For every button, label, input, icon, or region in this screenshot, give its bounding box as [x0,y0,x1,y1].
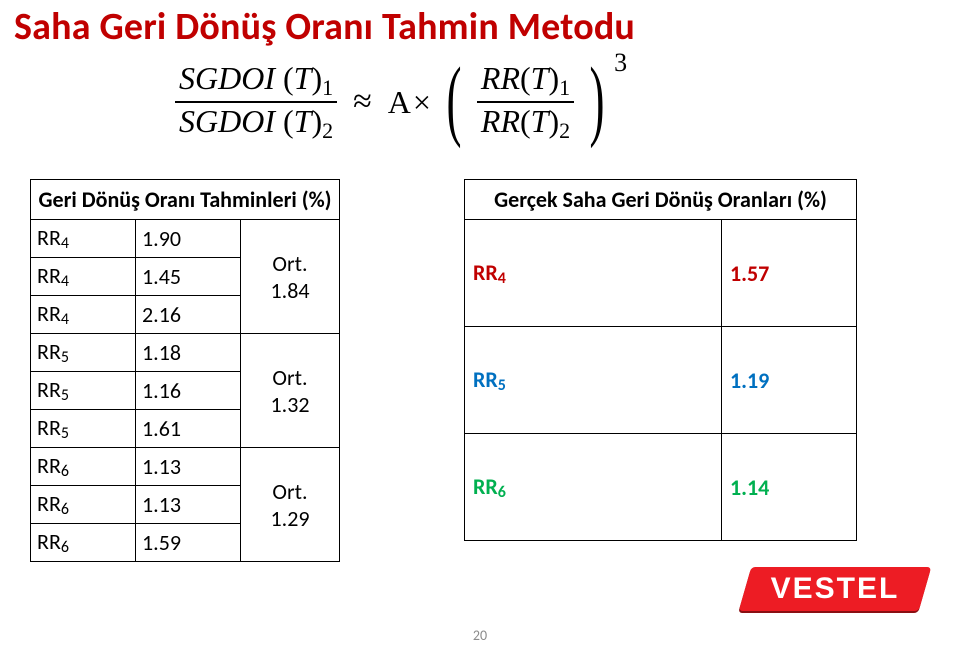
rr-name: RR4 [31,220,136,258]
rr-value: 1.18 [136,334,241,372]
rr-name: RR6 [31,524,136,562]
table-row: RR61.13Ort.1.29 [31,448,340,486]
rr-name: RR6 [31,486,136,524]
actual-name: RR5 [465,327,722,434]
rparen-icon: ) [590,60,605,140]
actual-name: RR4 [465,220,722,327]
sgdoi-den: SGDOI [179,103,275,139]
logo-text: VESTEL [771,572,900,606]
vestel-logo: VESTEL [745,562,925,616]
table-row: RR41.90Ort.1.84 [31,220,340,258]
A-sym: A [388,84,411,121]
table-row: RR51.18Ort.1.32 [31,334,340,372]
page-number: 20 [473,627,487,644]
rr-den: RR [481,103,520,139]
actual-value: 1.19 [722,327,857,434]
formula: SGDOI (T)1 SGDOI (T)2 ≈ A× ( RR(T)1 RR(T… [175,60,633,144]
lparen-icon: ( [446,60,461,140]
rr-value: 1.16 [136,372,241,410]
table-row: RR61.14 [465,434,857,541]
rr-value: 1.59 [136,524,241,562]
exponent: 3 [614,48,627,78]
right-header: Gerçek Saha Geri Dönüş Oranları (%) [465,180,857,220]
sgdoi-num: SGDOI [179,60,275,96]
rr-value: 1.13 [136,486,241,524]
approx-sign: ≈ [353,83,372,121]
T-den: T [294,103,312,139]
T-rr-den: T [531,103,549,139]
page-title: Saha Geri Dönüş Oranı Tahmin Metodu [14,4,635,50]
rr-value: 1.61 [136,410,241,448]
actual-value: 1.14 [722,434,857,541]
rr-num: RR [481,60,520,96]
ort-cell: Ort.1.29 [241,448,340,562]
table-row: RR51.19 [465,327,857,434]
rr-name: RR6 [31,448,136,486]
T-rr-num: T [531,60,549,96]
rr-name: RR5 [31,334,136,372]
ort-cell: Ort.1.84 [241,220,340,334]
rr-name: RR4 [31,258,136,296]
rr-name: RR5 [31,372,136,410]
ort-cell: Ort.1.32 [241,334,340,448]
rr-name: RR4 [31,296,136,334]
rr-name: RR5 [31,410,136,448]
left-header: Geri Dönüş Oranı Tahminleri (%) [31,180,340,220]
rr-value: 1.90 [136,220,241,258]
T-num: T [294,60,312,96]
actual-value: 1.57 [722,220,857,327]
actuals-table: Gerçek Saha Geri Dönüş Oranları (%) RR41… [464,179,857,541]
actual-name: RR6 [465,434,722,541]
rr-value: 2.16 [136,296,241,334]
estimates-table: Geri Dönüş Oranı Tahminleri (%) RR41.90O… [30,179,340,562]
rr-value: 1.13 [136,448,241,486]
table-row: RR41.57 [465,220,857,327]
times-sym: × [413,84,431,121]
rr-value: 1.45 [136,258,241,296]
